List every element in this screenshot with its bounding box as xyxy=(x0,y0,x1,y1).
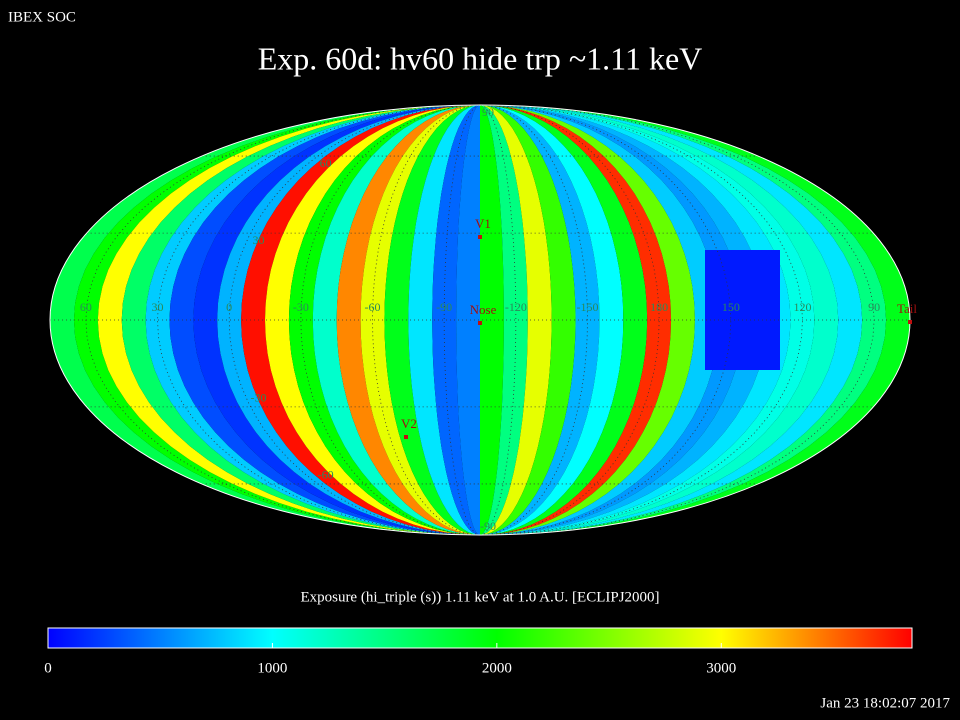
colorbar-tick-label: 3000 xyxy=(706,660,736,676)
exposure-stripe xyxy=(480,105,624,535)
longitude-label: 90 xyxy=(868,300,880,314)
exposure-patch xyxy=(705,250,780,370)
timestamp: Jan 23 18:02:07 2017 xyxy=(820,695,950,711)
exposure-stripe xyxy=(408,105,480,535)
exposure-stripe xyxy=(456,105,480,535)
longitude-label: 30 xyxy=(152,300,164,314)
exposure-stripe xyxy=(480,105,528,535)
caption: Exposure (hi_triple (s)) 1.11 keV at 1.0… xyxy=(300,589,659,605)
colorbar-tick-label: 2000 xyxy=(482,660,512,676)
longitude-label: -60 xyxy=(365,300,381,314)
marker-dot xyxy=(478,321,482,325)
exposure-stripe xyxy=(480,105,504,535)
longitude-label: -150 xyxy=(577,300,599,314)
longitude-label: 150 xyxy=(722,300,740,314)
marker-dot xyxy=(404,435,408,439)
longitude-label: 120 xyxy=(794,300,812,314)
latitude-label: 90 xyxy=(482,105,494,119)
longitude-label: 0 xyxy=(226,300,232,314)
title: Exp. 60d: hv60 hide trp ~1.11 keV xyxy=(258,40,703,76)
latitude-label: 60 xyxy=(320,156,332,170)
latitude-label: -90 xyxy=(480,519,496,533)
exposure-stripe xyxy=(360,105,480,535)
exposure-stripe xyxy=(312,105,480,535)
exposure-stripe xyxy=(480,105,552,535)
exposure-stripe xyxy=(480,105,600,535)
exposure-stripe xyxy=(480,105,576,535)
longitude-label: 60 xyxy=(80,300,92,314)
marker-label: Nose xyxy=(470,302,497,317)
meridian xyxy=(85,105,481,535)
longitude-label: 180 xyxy=(650,300,668,314)
marker-label: V2 xyxy=(401,416,417,431)
latitude-label: 30 xyxy=(253,233,265,247)
exposure-stripe xyxy=(384,105,480,535)
latitude-label: -60 xyxy=(318,468,334,482)
latitude-label: -30 xyxy=(251,391,267,405)
meridian xyxy=(157,105,481,535)
marker-dot xyxy=(478,235,482,239)
colorbar xyxy=(47,627,913,649)
meridian xyxy=(300,105,481,535)
longitude-label: -30 xyxy=(293,300,309,314)
map xyxy=(50,105,910,535)
colorbar-tick-label: 0 xyxy=(44,660,52,676)
meridian xyxy=(479,105,660,535)
header: IBEX SOC xyxy=(8,9,76,25)
meridian xyxy=(479,105,588,535)
meridian xyxy=(479,105,803,535)
marker-label: Tail xyxy=(897,301,917,316)
longitude-label: -90 xyxy=(436,300,452,314)
exposure-stripe xyxy=(480,105,648,535)
colorbar-tick-label: 1000 xyxy=(257,660,287,676)
longitude-label: -120 xyxy=(505,300,527,314)
marker-label: V1 xyxy=(475,216,491,231)
marker-dot xyxy=(908,320,912,324)
meridian xyxy=(372,105,481,535)
exposure-stripe xyxy=(336,105,480,535)
